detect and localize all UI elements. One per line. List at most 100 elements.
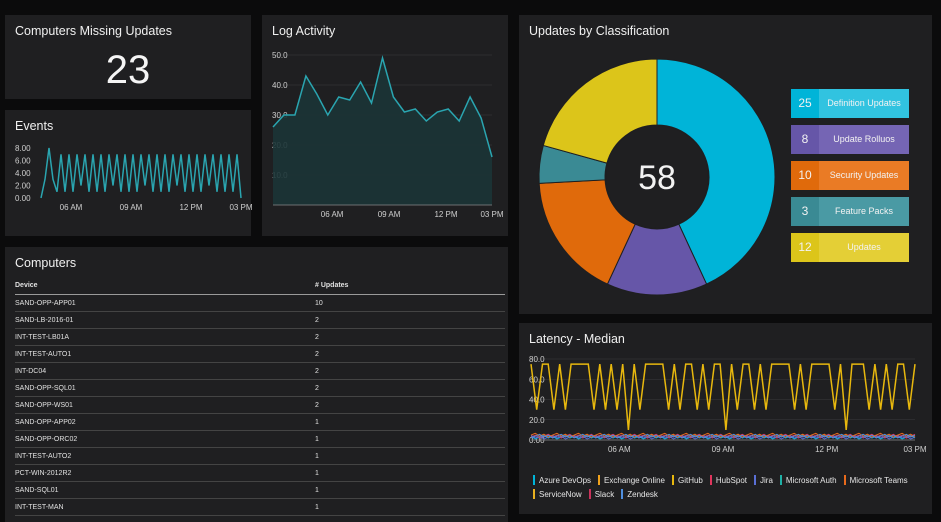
table-row[interactable]: SAND-OPP-WS01 2 <box>15 396 505 414</box>
latency-legend: Azure DevOps Exchange Online GitHub HubSpot… <box>533 474 933 502</box>
latency-title: Latency - Median <box>529 332 625 346</box>
legend-label: Microsoft Teams <box>849 476 908 485</box>
device-cell: SAND-SQL01 <box>15 481 315 499</box>
events-title: Events <box>15 119 54 133</box>
device-cell: INT-TEST-AUTO1 <box>15 345 315 363</box>
series-line-log-activity <box>272 55 493 158</box>
y-tick-label: 6.00 <box>15 157 31 166</box>
legend-item-update-rolluos[interactable]: 8 Update Rolluos <box>791 125 909 154</box>
missing-updates-tile[interactable]: Computers Missing Updates 23 <box>5 15 251 99</box>
updates-count-cell: 1 <box>315 464 505 482</box>
legend-item-microsoft-auth[interactable]: Microsoft Auth <box>779 474 837 488</box>
x-tick-label: 06 AM <box>608 445 631 454</box>
legend-item-jira[interactable]: Jira <box>754 474 773 488</box>
legend-swatch <box>621 489 624 499</box>
computers-table: Device # Updates SAND-OPP-APP01 10 SAND-LB… <box>15 280 505 516</box>
table-row[interactable]: SAND-OPP-APP02 1 <box>15 413 505 431</box>
table-row[interactable]: SAND-OPP-ORC02 1 <box>15 430 505 448</box>
computers-header-row: Device # Updates <box>15 280 505 295</box>
legend-item-feature-packs[interactable]: 3 Feature Packs <box>791 197 909 226</box>
legend-item-updates[interactable]: 12 Updates <box>791 233 909 262</box>
y-tick-label: 0.00 <box>529 436 545 445</box>
table-row[interactable]: INT-DC04 2 <box>15 362 505 380</box>
y-tick-label: 20.0 <box>529 416 545 425</box>
y-tick-label: 0.00 <box>15 194 31 203</box>
legend-count: 12 <box>791 233 819 262</box>
legend-item-github[interactable]: GitHub <box>671 474 703 488</box>
table-row[interactable]: SAND-OPP-APP01 10 <box>15 294 505 312</box>
x-tick-label: 09 AM <box>120 203 143 212</box>
legend-swatch <box>533 489 535 499</box>
legend-label: Microsoft Auth <box>785 476 837 485</box>
legend-swatch <box>779 475 782 485</box>
latency-tile[interactable]: Latency - Median 80.0 60.0 40.0 20.0 0.00 06 … <box>519 323 932 514</box>
legend-item-security-updates[interactable]: 10 Security Updates <box>791 161 909 190</box>
y-tick-label: 50.0 <box>272 51 288 60</box>
updates-count-cell: 1 <box>315 481 505 499</box>
table-row[interactable]: INT-TEST-AUTO2 1 <box>15 447 505 465</box>
device-cell: SAND-OPP-APP01 <box>15 294 315 312</box>
classification-title: Updates by Classification <box>529 24 670 38</box>
x-tick-label: 06 AM <box>321 210 344 219</box>
updates-count-cell: 2 <box>315 379 505 397</box>
column-header-updates[interactable]: # Updates <box>315 280 505 295</box>
legend-swatch <box>671 475 674 485</box>
log-activity-tile[interactable]: Log Activity 50.040.030.020.010.006 AM09… <box>262 15 508 236</box>
device-cell: SAND-OPP-ORC02 <box>15 430 315 448</box>
updates-count-cell: 1 <box>315 430 505 448</box>
table-row[interactable]: INT-TEST-MAN 1 <box>15 498 505 516</box>
x-tick-label: 09 AM <box>378 210 401 219</box>
missing-updates-count: 23 <box>105 48 151 92</box>
legend-swatch <box>588 489 591 499</box>
x-tick-label: 03 PM <box>229 203 252 212</box>
x-tick-label: 03 PM <box>903 445 926 454</box>
slice-definition-updates[interactable] <box>656 58 776 285</box>
legend-item-slack[interactable]: Slack <box>588 488 614 502</box>
updates-count-cell: 10 <box>315 294 505 312</box>
device-cell: SAND-OPP-SQL01 <box>15 379 315 397</box>
y-tick-label: 40.0 <box>529 396 545 405</box>
legend-item-azure-devops[interactable]: Azure DevOps <box>533 474 591 488</box>
table-row[interactable]: SAND-SQL01 1 <box>15 481 505 499</box>
missing-updates-title: Computers Missing Updates <box>15 24 173 38</box>
slice-security-updates[interactable] <box>538 179 636 285</box>
legend-item-hubspot[interactable]: HubSpot <box>709 474 747 488</box>
events-chart: 8.00 6.00 4.00 2.00 0.00 06 AM 09 AM 12 PM 03 PM <box>15 144 253 212</box>
y-tick-label: 40.0 <box>272 81 288 90</box>
legend-item-zendesk[interactable]: Zendesk <box>621 488 658 502</box>
x-tick-label: 12 PM <box>434 210 457 219</box>
table-row[interactable]: INT-TEST-LB01A 2 <box>15 328 505 346</box>
series-line-github <box>530 363 916 430</box>
legend-item-definition-updates[interactable]: 25 Definition Updates <box>791 89 909 118</box>
donut-total: 58 <box>638 159 676 197</box>
updates-count-cell: 2 <box>315 311 505 329</box>
legend-item-exchange-online[interactable]: Exchange Online <box>598 474 665 488</box>
legend-label: Updates <box>819 233 909 262</box>
updates-count-cell: 2 <box>315 396 505 414</box>
table-row[interactable]: INT-TEST-AUTO1 2 <box>15 345 505 363</box>
updates-count-cell: 1 <box>315 447 505 465</box>
computers-tile[interactable]: Computers Device # Updates SAND-OPP-APP0… <box>5 247 508 522</box>
column-header-device[interactable]: Device <box>15 280 315 295</box>
table-row[interactable]: SAND-OPP-SQL01 2 <box>15 379 505 397</box>
classification-donut[interactable]: 58 <box>519 15 932 314</box>
x-tick-label: 09 AM <box>712 445 735 454</box>
legend-item-servicenow[interactable]: ServiceNow <box>533 488 582 502</box>
legend-count: 25 <box>791 89 819 118</box>
table-row[interactable]: SAND-LB-2016-01 2 <box>15 311 505 329</box>
y-tick-label: 30.0 <box>272 111 288 120</box>
table-row[interactable]: PCT-WIN-2012R2 1 <box>15 464 505 482</box>
legend-label: Azure DevOps <box>539 476 592 485</box>
events-tile[interactable]: Events 8.00 6.00 4.00 2.00 0.00 06 AM 09 AM 12 … <box>5 110 253 236</box>
slice-updates[interactable] <box>542 58 658 164</box>
classification-tile[interactable]: Updates by Classification 58 25 Definitio… <box>519 15 932 314</box>
device-cell: INT-TEST-LB01A <box>15 328 315 346</box>
area-fill <box>273 58 492 205</box>
device-cell: INT-DC04 <box>15 362 315 380</box>
legend-swatch <box>598 475 601 485</box>
y-tick-label: 60.0 <box>529 375 545 384</box>
legend-count: 8 <box>791 125 819 154</box>
legend-item-microsoft-teams[interactable]: Microsoft Teams <box>843 474 908 488</box>
device-cell: SAND-LB-2016-01 <box>15 311 315 329</box>
